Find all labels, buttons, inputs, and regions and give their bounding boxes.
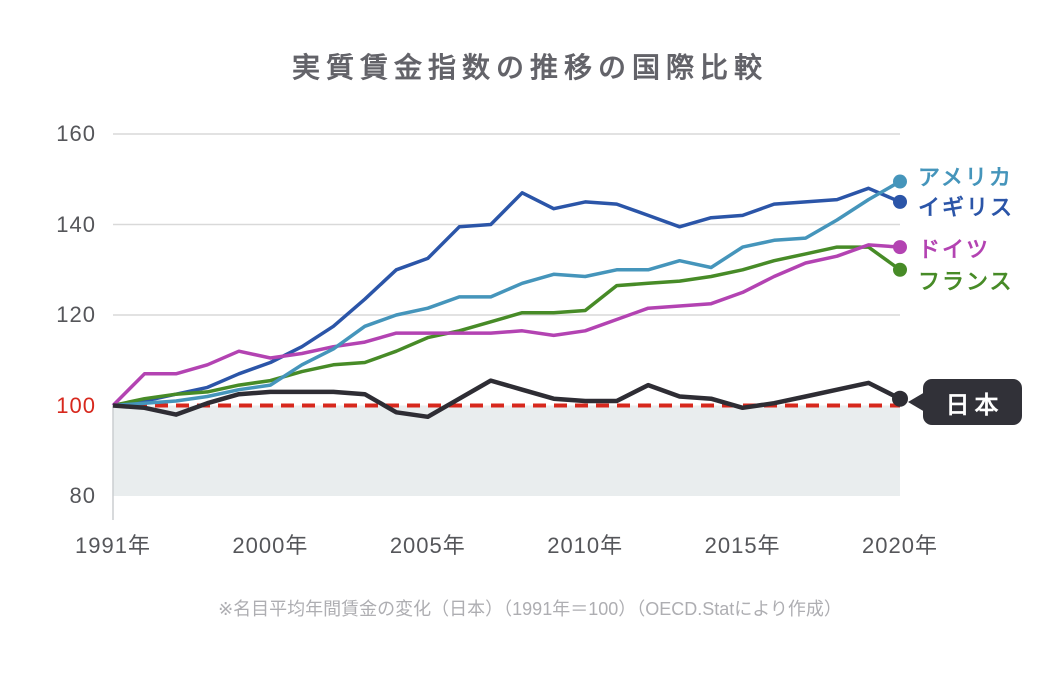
- legend-label-usa: アメリカ: [918, 165, 1013, 190]
- legend-label-germany: ドイツ: [918, 236, 991, 262]
- series-line-usa: [112, 179, 901, 408]
- x-axis-label: 2005年: [389, 533, 466, 558]
- x-axis-label: 2015年: [704, 533, 781, 558]
- series-end-dot-usa: [893, 174, 907, 189]
- series-line-japan: [112, 378, 902, 420]
- series-line-france: [112, 245, 902, 408]
- x-axis-label: 2020年: [862, 533, 938, 558]
- legend-label-france: フランス: [918, 269, 1014, 295]
- japan-badge-text: 日本: [945, 391, 1004, 419]
- series-end-dot-france: [893, 262, 907, 277]
- y-axis-label: 80: [69, 483, 96, 508]
- x-axis-label: 1991年: [75, 533, 151, 558]
- legend-label-uk: イギリス: [918, 194, 1015, 220]
- x-axis-label: 2000年: [232, 533, 309, 558]
- series-line-uk: [112, 186, 901, 408]
- y-axis-label: 140: [56, 211, 96, 237]
- y-axis-label: 160: [56, 121, 96, 146]
- y-axis-label: 100: [56, 392, 96, 418]
- series-line-germany: [111, 243, 901, 407]
- y-axis-label: 120: [56, 302, 96, 327]
- chart-title: 実質賃金指数の推移の国際比較: [291, 52, 768, 83]
- series-end-dot-japan: [892, 390, 908, 407]
- footnote: ※名目平均年間賃金の変化（日本）（1991年＝100）（OECD.Statにより…: [218, 599, 842, 619]
- series-end-dot-uk: [893, 194, 907, 209]
- x-axis-label: 2010年: [547, 533, 624, 558]
- series-end-dot-germany: [893, 240, 907, 255]
- below-baseline-shade: [113, 405, 900, 496]
- japan-label-badge: 日本: [908, 379, 1022, 425]
